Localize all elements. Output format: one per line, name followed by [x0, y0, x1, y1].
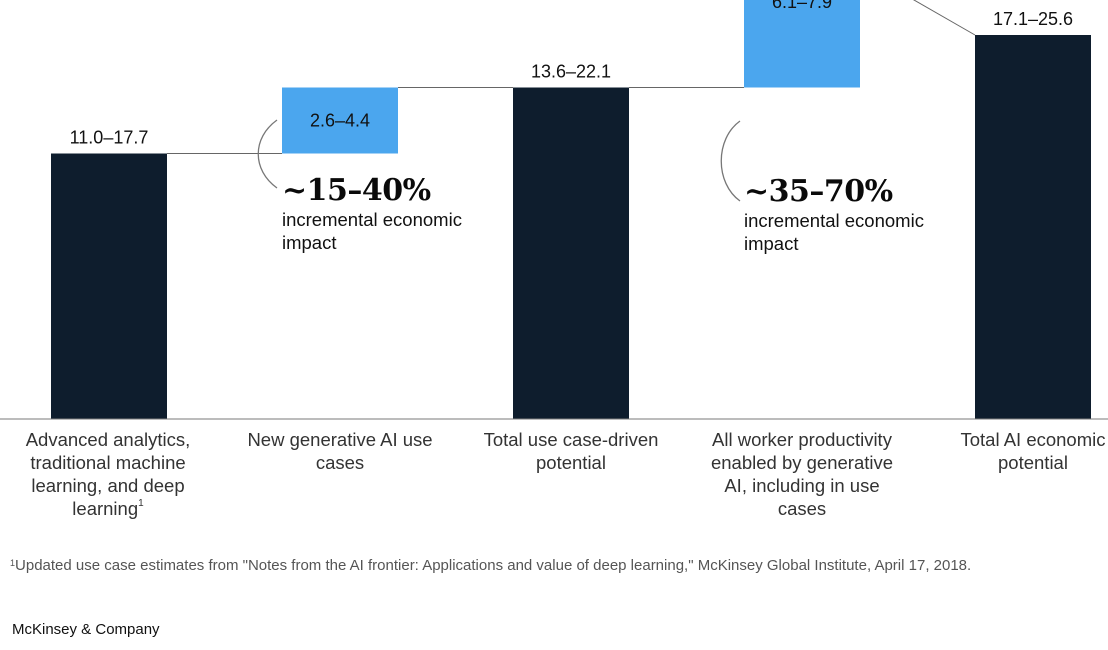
impact-bracket-1: [257, 119, 278, 189]
impact-annotation-2: ~35–70% incremental economic impact: [744, 175, 984, 255]
data-label-2: 2.6–4.4: [310, 111, 370, 131]
category-label-worker-productivity: All worker productivity enabled by gener…: [710, 429, 894, 519]
data-label-4: 6.1–7.9: [772, 0, 832, 12]
footnote: 1Updated use case estimates from "Notes …: [10, 557, 972, 574]
impact-description: incremental economic impact: [744, 210, 924, 254]
bar-1: [51, 153, 167, 419]
category-label-advanced-analytics: Advanced analytics, traditional machine …: [25, 429, 191, 519]
category-label-total-use-case: Total use case-driven potential: [483, 429, 659, 473]
data-label-3: 13.6–22.1: [531, 62, 611, 82]
impact-bracket-2: [720, 120, 741, 202]
bar-3: [513, 87, 629, 419]
impact-description: incremental economic impact: [282, 209, 462, 253]
category-label-new-gen-ai: New generative AI use cases: [247, 429, 433, 473]
impact-percentage: ~35–70%: [744, 174, 893, 209]
bar-4: [744, 0, 860, 88]
bar-5: [975, 35, 1091, 419]
data-label-1: 11.0–17.7: [70, 128, 149, 148]
brand-name: McKinsey & Company: [12, 621, 160, 638]
data-label-5: 17.1–25.6: [993, 9, 1073, 29]
bar-2: [282, 87, 398, 154]
impact-annotation-1: ~15–40% incremental economic impact: [282, 174, 522, 254]
category-label-total-ai: Total AI economic potential: [960, 429, 1106, 473]
connector-line: [913, 0, 976, 36]
impact-percentage: ~15–40%: [282, 173, 431, 208]
